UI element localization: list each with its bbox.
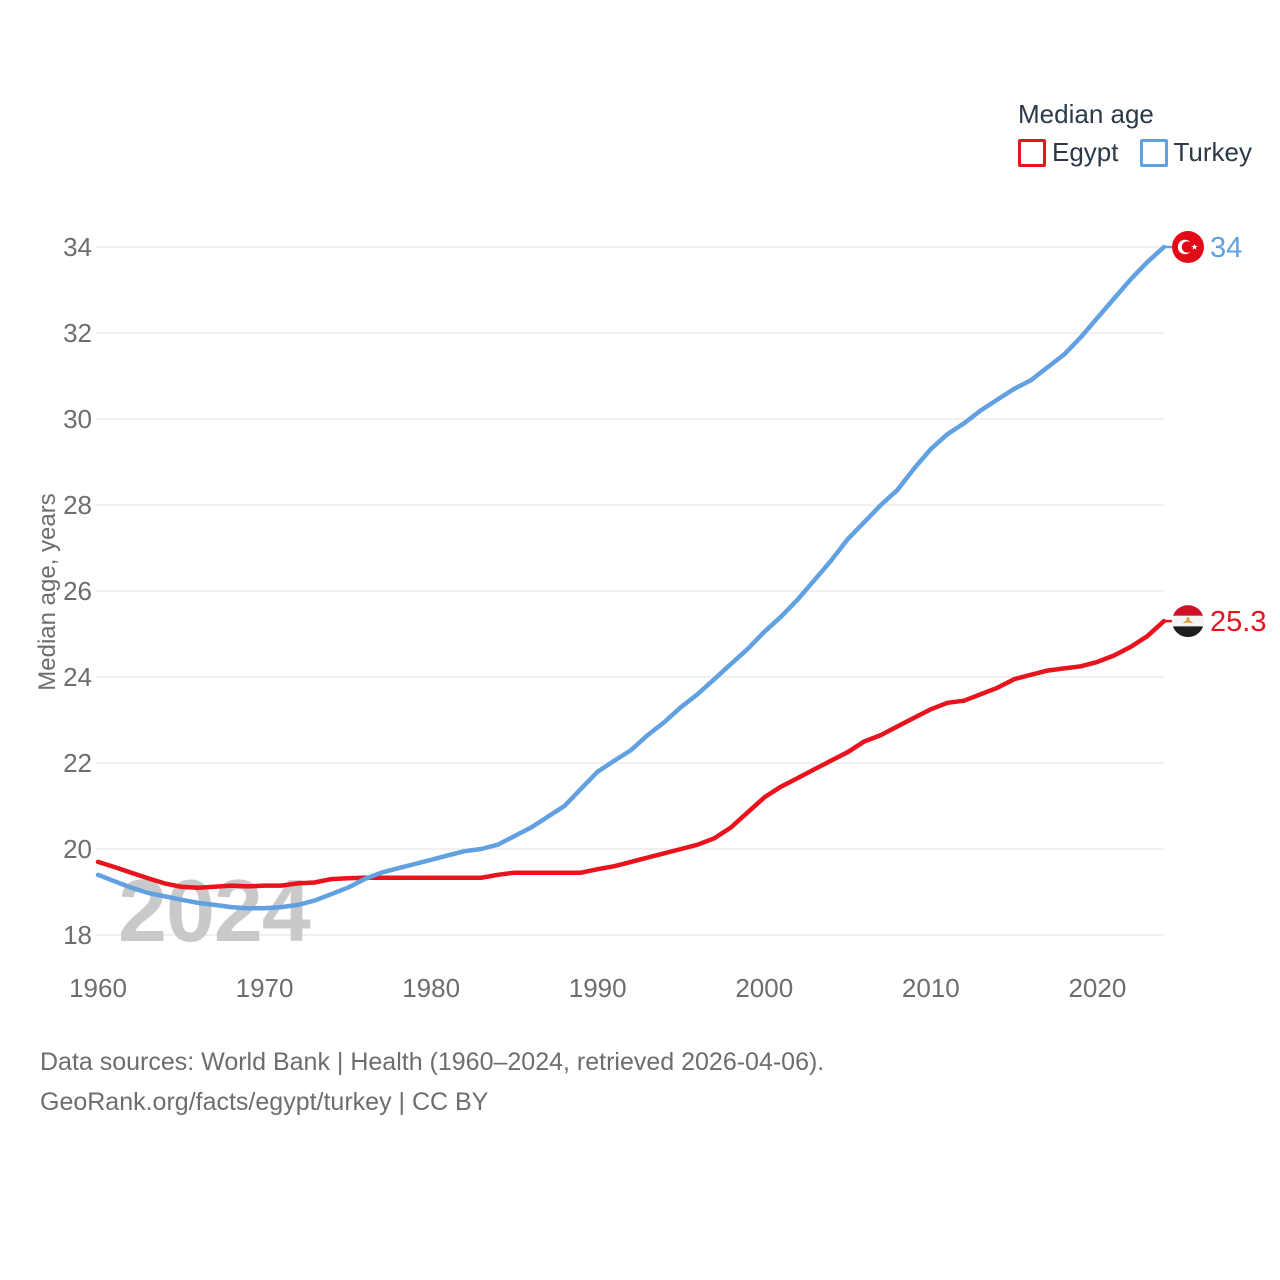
x-tick-label-1970: 1970 — [236, 973, 294, 1003]
legend-item-egypt[interactable]: Egypt — [1018, 137, 1119, 168]
egypt-flag-icon — [1172, 605, 1204, 638]
y-tick-label-22: 22 — [63, 748, 92, 778]
y-tick-label-32: 32 — [63, 318, 92, 348]
y-tick-label-18: 18 — [63, 920, 92, 950]
source-note: Data sources: World Bank | Health (1960–… — [40, 1042, 824, 1122]
legend-label-turkey: Turkey — [1173, 137, 1253, 167]
y-tick-label-34: 34 — [63, 232, 92, 262]
source-line-1: Data sources: World Bank | Health (1960–… — [40, 1048, 825, 1076]
legend: Median age Egypt Turkey — [1018, 99, 1252, 168]
legend-item-turkey[interactable]: Turkey — [1139, 137, 1253, 168]
legend-row: Egypt Turkey — [1018, 137, 1252, 168]
y-axis-title: Median age, years — [34, 493, 61, 691]
turkey-swatch-icon — [1139, 138, 1168, 167]
legend-label-egypt: Egypt — [1052, 137, 1119, 167]
source-line-2: GeoRank.org/facts/egypt/turkey | CC BY — [40, 1088, 489, 1116]
x-tick-label-1960: 1960 — [69, 973, 127, 1003]
legend-title: Median age — [1018, 99, 1154, 129]
y-tick-label-30: 30 — [63, 404, 92, 434]
x-tick-label-2000: 2000 — [735, 973, 793, 1003]
y-tick-label-28: 28 — [63, 490, 92, 520]
x-tick-label-2010: 2010 — [902, 973, 960, 1003]
y-tick-label-24: 24 — [63, 662, 92, 692]
x-tick-label-1980: 1980 — [402, 973, 460, 1003]
series-line-turkey[interactable] — [95, 244, 1167, 911]
x-tick-label-2020: 2020 — [1068, 973, 1126, 1003]
turkey-flag-icon — [1172, 231, 1204, 263]
y-tick-label-20: 20 — [63, 834, 92, 864]
x-tick-label-1990: 1990 — [569, 973, 627, 1003]
end-value-label-egypt: 25.3 — [1210, 606, 1266, 638]
y-tick-label-26: 26 — [63, 576, 92, 606]
series-line-egypt[interactable] — [95, 618, 1167, 890]
egypt-swatch-icon — [1018, 138, 1046, 167]
end-value-label-turkey: 34 — [1210, 232, 1242, 264]
